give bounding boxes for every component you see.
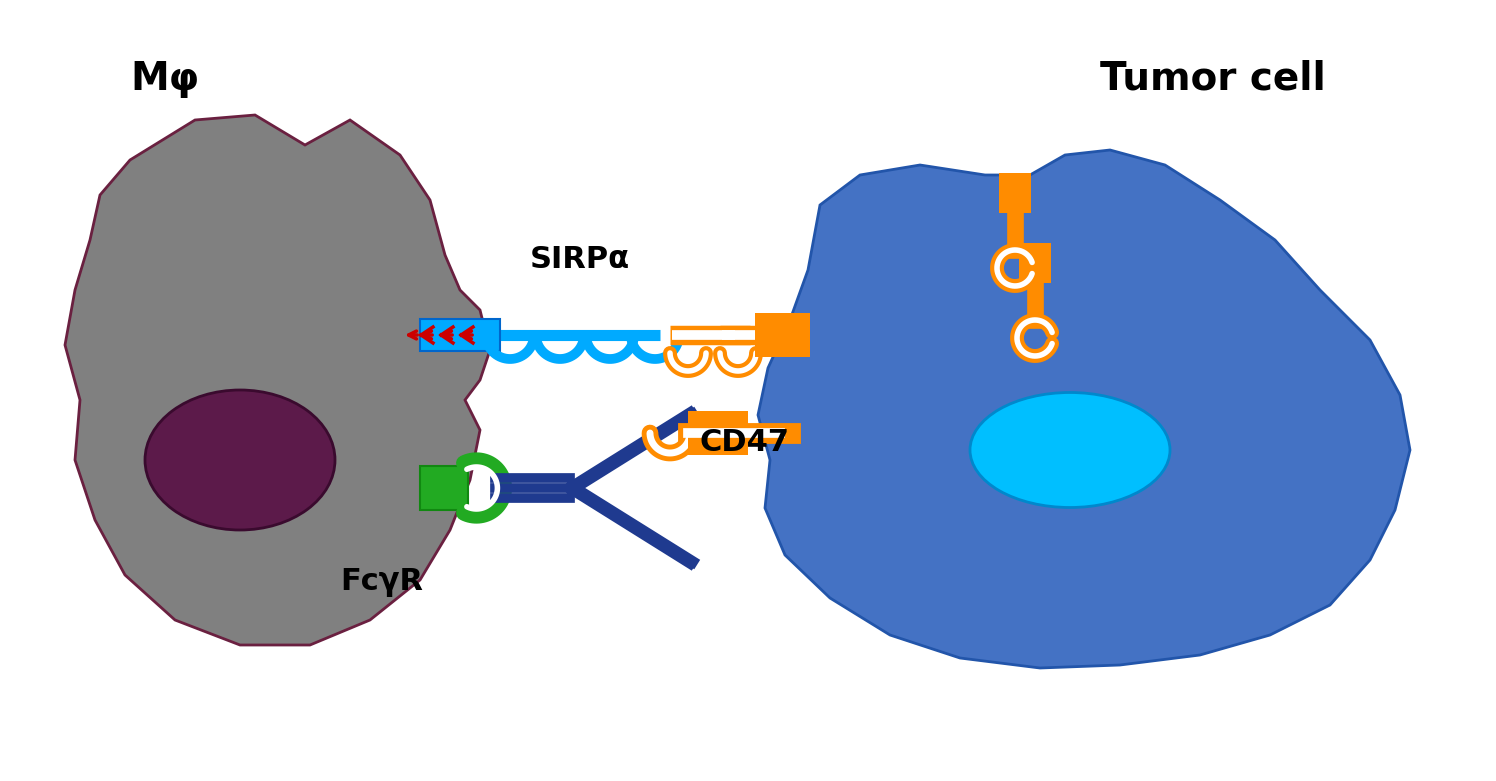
- Text: CD47: CD47: [700, 428, 790, 457]
- FancyBboxPatch shape: [420, 319, 500, 351]
- Ellipse shape: [145, 390, 335, 530]
- Text: FcγR: FcγR: [340, 568, 423, 597]
- Ellipse shape: [969, 393, 1170, 508]
- Text: SIRPα: SIRPα: [530, 245, 630, 274]
- FancyBboxPatch shape: [688, 411, 748, 455]
- Text: Mφ: Mφ: [130, 60, 199, 98]
- FancyBboxPatch shape: [999, 173, 1031, 213]
- Polygon shape: [758, 150, 1411, 668]
- FancyBboxPatch shape: [755, 313, 809, 357]
- Text: Tumor cell: Tumor cell: [1100, 60, 1325, 98]
- FancyBboxPatch shape: [1019, 243, 1052, 283]
- Polygon shape: [64, 115, 491, 645]
- FancyBboxPatch shape: [420, 466, 468, 510]
